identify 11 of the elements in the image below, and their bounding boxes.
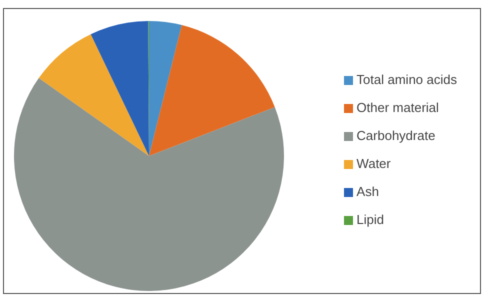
pie-slice	[38, 34, 149, 156]
pie-slice	[90, 21, 149, 156]
legend-label: Lipid	[356, 212, 384, 227]
pie-slice	[149, 21, 182, 156]
legend-label: Water	[356, 156, 391, 171]
pie-slice	[14, 78, 284, 291]
legend-label: Other material	[356, 100, 439, 115]
pie-slice	[149, 25, 275, 156]
legend-label: Carbohydrate	[356, 128, 436, 143]
legend-label: Ash	[356, 184, 379, 199]
legend-label: Total amino acids	[356, 72, 457, 87]
